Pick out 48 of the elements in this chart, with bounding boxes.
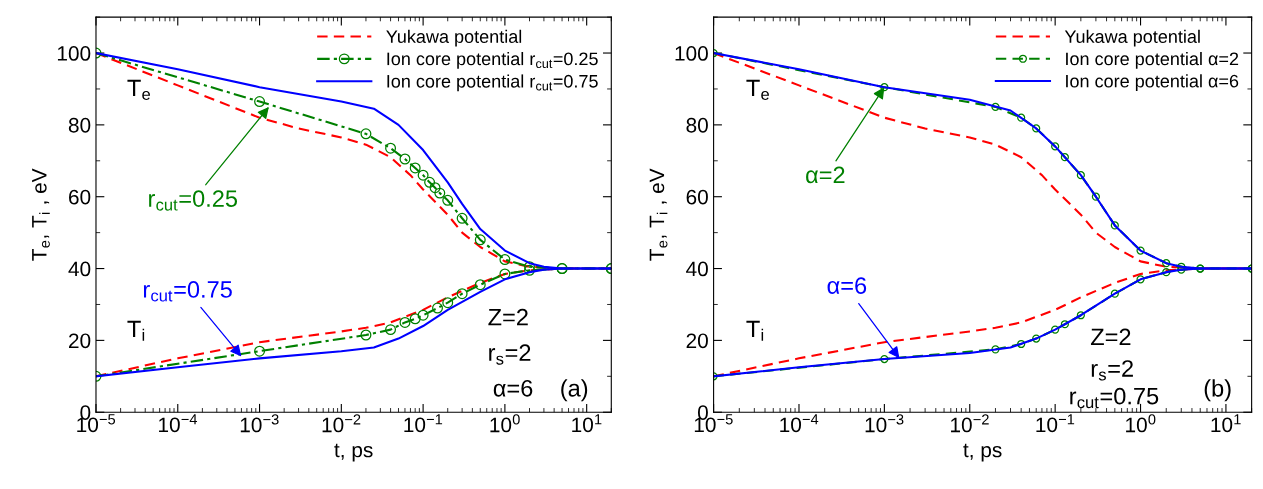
x-tick-label: 10$^{−2}$ xyxy=(951,414,989,433)
x-axis-title: t, ps xyxy=(963,443,1002,462)
y-tick-label: 100 xyxy=(675,46,708,61)
x-tick-label: 10$^{−3}$ xyxy=(240,414,279,433)
legend-label: Yukawa potential xyxy=(386,29,522,47)
annotation: (b) xyxy=(1204,379,1231,402)
annotation: r$_{cut}$=0.75 xyxy=(1070,387,1159,409)
y-tick-label: 60 xyxy=(69,189,91,205)
x-tick-label: 10$^{1}$ xyxy=(572,414,602,433)
annotation: α=6 xyxy=(827,277,867,294)
annotation: T$_{e}$ xyxy=(746,79,769,100)
annotation: T$_{i}$ xyxy=(746,320,764,341)
legend-label: Ion core potential r$_{cut}$=0.75 xyxy=(387,74,598,92)
y-tick-label: 40 xyxy=(68,261,91,277)
y-axis-title: T$_{e}$, T$_{i}$ , eV xyxy=(649,168,668,261)
annotation: α=2 xyxy=(806,166,845,184)
x-tick-label: 10$^{−1}$ xyxy=(404,414,443,433)
x-tick-label: 10$^{−4}$ xyxy=(780,414,819,433)
annotation: r$_{cut}$=0.25 xyxy=(149,190,238,211)
legend-label: Yukawa potential xyxy=(1064,29,1200,47)
x-axis-title: t, ps xyxy=(334,443,373,462)
x-tick-label: 10$^{1}$ xyxy=(1211,414,1241,433)
legend-label: Ion core potential r$_{cut}$=0.25 xyxy=(387,52,598,69)
annotation: (a) xyxy=(561,379,588,402)
y-tick-label: 20 xyxy=(686,333,708,349)
x-tick-label: 10$^{−3}$ xyxy=(865,414,904,433)
annotation: α=6 xyxy=(493,379,533,397)
annotation: Z=2 xyxy=(488,308,528,326)
annotation: T$_{i}$ xyxy=(127,320,145,341)
y-tick-label: 20 xyxy=(69,333,91,349)
y-tick-label: 80 xyxy=(686,117,708,133)
x-tick-label: 10$^{−1}$ xyxy=(1036,414,1075,433)
annotation: r$_{cut}$=0.75 xyxy=(143,281,232,302)
x-tick-label: 10$^{−4}$ xyxy=(159,414,198,433)
y-tick-label: 100 xyxy=(57,46,91,61)
y-axis-title: T$_{e}$, T$_{i}$ , eV xyxy=(32,168,50,261)
legend-label: Ion core potential α=6 xyxy=(1066,74,1239,92)
x-tick-label: 10$^{0}$ xyxy=(490,414,520,433)
annotation: Z=2 xyxy=(1090,328,1131,346)
y-tick-label: 40 xyxy=(686,261,708,277)
y-tick-label: 80 xyxy=(68,117,91,133)
x-tick-label: 10$^{0}$ xyxy=(1126,414,1156,433)
y-tick-label: 60 xyxy=(686,189,708,205)
legend-label: Ion core potential α=2 xyxy=(1066,52,1239,69)
annotation: r$_{s}$=2 xyxy=(1091,360,1133,381)
annotation: r$_{s}$=2 xyxy=(489,344,531,365)
annotation: T$_{e}$ xyxy=(127,79,150,100)
x-tick-label: 10$^{−2}$ xyxy=(322,414,361,433)
